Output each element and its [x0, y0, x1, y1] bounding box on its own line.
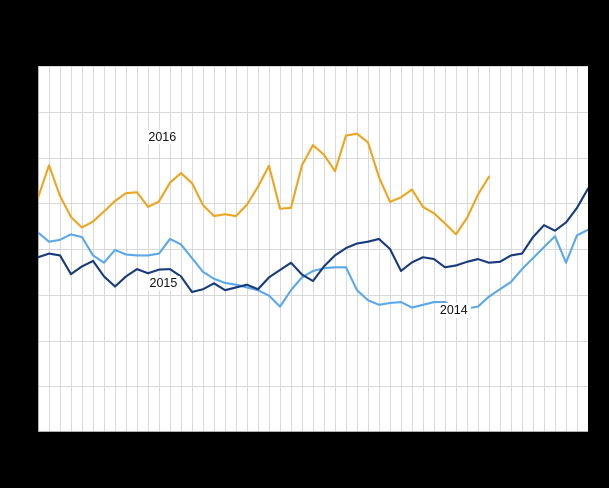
series-lines [38, 132, 588, 310]
plot-area: 2016 2015 2014 [38, 66, 588, 432]
gridlines [38, 66, 588, 432]
